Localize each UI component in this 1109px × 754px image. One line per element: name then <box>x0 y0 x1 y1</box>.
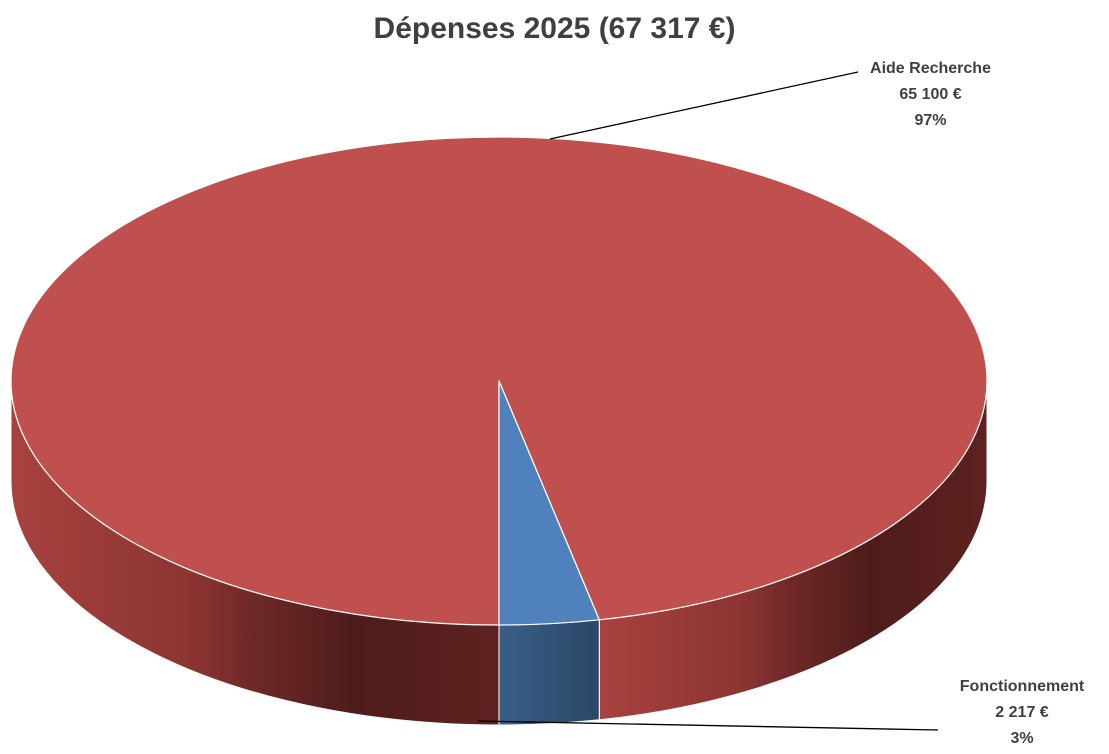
slice-name-fonctionnement: Fonctionnement <box>959 678 1085 695</box>
slice-label-fonctionnement: Fonctionnement 2 217 € 3% <box>924 674 1109 752</box>
slice-value-fonctionnement: 2 217 € <box>995 704 1049 721</box>
slice-name-aide-recherche: Aide Recherche <box>870 60 991 77</box>
pie-slice-fonctionnement <box>498 380 600 626</box>
chart-title: Dépenses 2025 (67 317 €) <box>373 12 736 45</box>
slice-percent-fonctionnement: 3% <box>1010 730 1034 747</box>
pie-side-fonctionnement <box>498 619 600 726</box>
leader-line-fonctionnement <box>477 720 939 731</box>
leader-line-aide-recherche <box>549 71 859 140</box>
slice-label-aide-recherche: Aide Recherche 65 100 € 97% <box>838 56 1023 134</box>
leader-lines <box>477 71 939 731</box>
pie-tops <box>10 136 988 626</box>
slice-percent-aide-recherche: 97% <box>914 112 947 129</box>
slice-value-aide-recherche: 65 100 € <box>899 86 962 103</box>
